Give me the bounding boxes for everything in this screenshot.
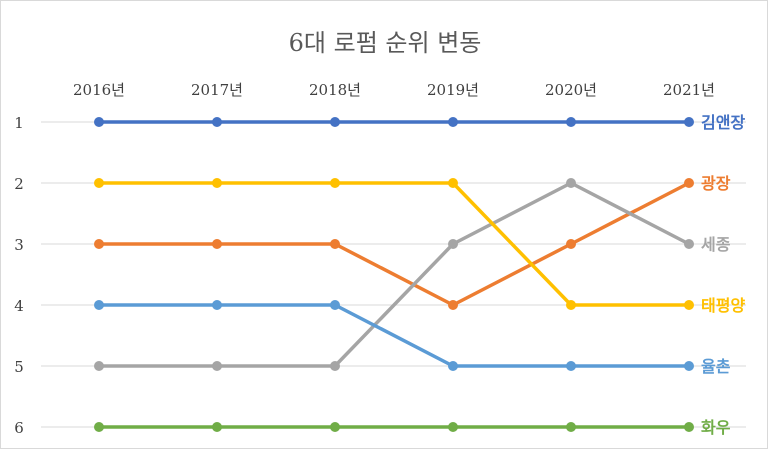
data-point	[94, 178, 104, 188]
data-point	[212, 300, 222, 310]
data-point	[212, 422, 222, 432]
series-label: 광장	[701, 174, 731, 193]
data-point	[448, 361, 458, 371]
data-point	[566, 361, 576, 371]
data-point	[330, 300, 340, 310]
data-point	[448, 117, 458, 127]
series-label: 세종	[701, 235, 731, 254]
data-point	[684, 361, 694, 371]
data-point	[684, 117, 694, 127]
data-point	[448, 178, 458, 188]
series-label: 율촌	[701, 357, 731, 376]
series-line	[99, 181, 690, 307]
chart-title: 6대 로펌 순위 변동	[289, 29, 482, 57]
series-태평양: 태평양	[94, 178, 745, 315]
data-point	[212, 361, 222, 371]
data-point	[94, 422, 104, 432]
data-point	[212, 117, 222, 127]
series-line	[99, 181, 690, 368]
data-point	[684, 178, 694, 188]
y-tick-label: 4	[14, 297, 24, 315]
data-point	[448, 239, 458, 249]
data-point	[684, 239, 694, 249]
data-point	[448, 300, 458, 310]
x-tick-label: 2020년	[545, 81, 597, 99]
data-point	[94, 361, 104, 371]
data-point	[684, 300, 694, 310]
data-point	[566, 422, 576, 432]
data-point	[684, 422, 694, 432]
x-tick-label: 2016년	[73, 81, 125, 99]
data-point	[212, 239, 222, 249]
data-point	[330, 117, 340, 127]
y-tick-label: 5	[14, 358, 24, 376]
series-line	[99, 303, 689, 368]
series-label: 화우	[701, 418, 731, 437]
data-point	[94, 239, 104, 249]
data-point	[212, 178, 222, 188]
y-tick-label: 1	[14, 114, 24, 132]
series-김앤장: 김앤장	[94, 113, 745, 132]
x-tick-label: 2018년	[309, 81, 361, 99]
series-화우: 화우	[94, 418, 731, 437]
x-tick-label: 2019년	[427, 81, 479, 99]
data-point	[566, 239, 576, 249]
data-point	[566, 178, 576, 188]
x-tick-label: 2021년	[663, 81, 715, 99]
data-point	[330, 178, 340, 188]
data-point	[448, 422, 458, 432]
data-point	[94, 117, 104, 127]
data-point	[94, 300, 104, 310]
data-point	[566, 117, 576, 127]
series-율촌: 율촌	[94, 300, 731, 376]
y-tick-label: 6	[14, 419, 24, 437]
data-point	[330, 239, 340, 249]
data-point	[330, 361, 340, 371]
data-point	[566, 300, 576, 310]
y-tick-label: 2	[14, 175, 24, 193]
data-point	[330, 422, 340, 432]
series-label: 김앤장	[701, 113, 745, 132]
y-tick-label: 3	[14, 236, 24, 254]
series-label: 태평양	[701, 296, 745, 315]
series-광장: 광장	[94, 174, 731, 310]
x-tick-label: 2017년	[191, 81, 243, 99]
series-line	[99, 181, 689, 307]
series-세종: 세종	[94, 178, 731, 371]
